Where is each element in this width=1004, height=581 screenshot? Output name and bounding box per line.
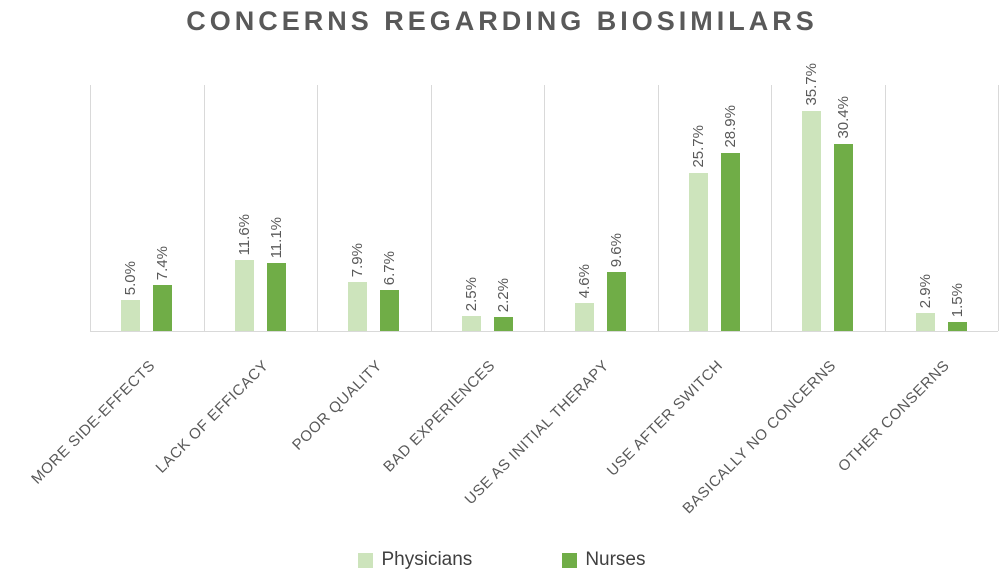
bar-physicians-6 (802, 111, 821, 331)
gridline (431, 85, 432, 331)
bar-nurses-2 (380, 290, 399, 331)
bar-physicians-0 (121, 300, 140, 331)
bar-nurses-5 (721, 153, 740, 331)
value-label: 4.6% (576, 263, 593, 298)
value-label: 5.0% (122, 260, 139, 295)
gridline (317, 85, 318, 331)
value-label: 11.6% (236, 213, 253, 255)
legend-label: Physicians (381, 549, 473, 570)
category-label-0: MORE SIDE-EFFECTS (28, 357, 160, 488)
category-label-2: POOR QUALITY (289, 357, 387, 454)
bar-physicians-5 (689, 173, 708, 331)
bar-physicians-1 (235, 260, 254, 331)
category-label-7: OTHER CONSERNS (834, 357, 954, 476)
legend-swatch-physicians (358, 552, 374, 568)
legend-label: Nurses (585, 549, 646, 570)
value-label: 11.1% (268, 216, 285, 258)
bar-nurses-7 (948, 322, 967, 331)
value-label: 30.4% (835, 96, 852, 139)
category-label-3: BAD EXPERIENCES (380, 357, 500, 476)
gridline (90, 85, 91, 331)
value-label: 1.5% (949, 282, 966, 317)
value-label: 9.6% (608, 232, 625, 267)
bar-physicians-2 (348, 282, 367, 331)
value-label: 25.7% (690, 125, 707, 168)
category-label-1: LACK OF EFFICACY (152, 357, 273, 477)
bar-physicians-4 (575, 303, 594, 331)
legend: Physicians Nurses (0, 549, 1004, 571)
value-label: 35.7% (803, 63, 820, 106)
value-label: 2.9% (917, 273, 934, 308)
category-label-5: USE AFTER SWITCH (603, 357, 727, 480)
value-label: 2.5% (463, 276, 480, 311)
gridline (998, 85, 999, 331)
value-label: 7.9% (349, 242, 366, 277)
bar-nurses-6 (834, 144, 853, 331)
bar-nurses-1 (267, 263, 286, 331)
bar-physicians-3 (462, 316, 481, 331)
gridline (658, 85, 659, 331)
value-label: 28.9% (722, 105, 739, 148)
gridline (885, 85, 886, 331)
plot-area: 5.0% 7.4% MORE SIDE-EFFECTS 11.6% 11.1% LACK … (28, 63, 999, 517)
gridline (204, 85, 205, 331)
gridline (544, 85, 545, 331)
chart-title: CONCERNS REGARDING BIOSIMILARS (186, 6, 818, 36)
value-label: 6.7% (381, 250, 398, 285)
bar-physicians-7 (916, 313, 935, 331)
legend-item-physicians: Physicians (358, 549, 472, 571)
bar-nurses-3 (494, 317, 513, 331)
legend-swatch-nurses (562, 552, 578, 568)
bar-nurses-4 (607, 272, 626, 331)
value-label: 7.4% (154, 245, 171, 280)
legend-item-nurses: Nurses (562, 549, 646, 571)
value-label: 2.2% (495, 277, 512, 312)
gridline (771, 85, 772, 331)
bar-nurses-0 (153, 285, 172, 331)
